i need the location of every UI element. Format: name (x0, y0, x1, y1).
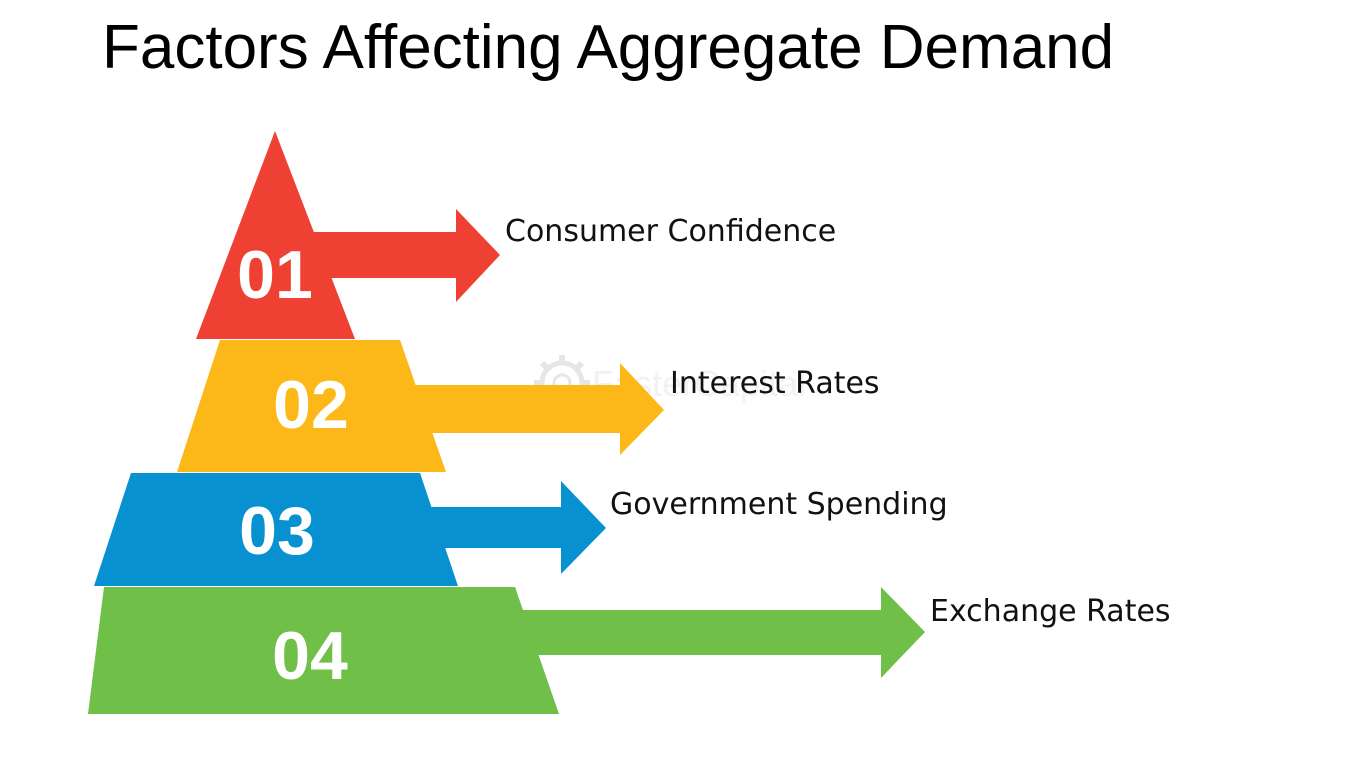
tier-04: 04 (88, 587, 925, 714)
tier-03: 03 (94, 473, 606, 586)
tier-04-number: 04 (272, 618, 348, 694)
arrow-03 (420, 481, 606, 574)
arrow-02 (405, 363, 664, 455)
tier-02: 02 (177, 340, 664, 472)
tier-04-label: Exchange Rates (930, 594, 1171, 629)
tier-02-shape (177, 340, 446, 472)
tier-04-shape (88, 587, 559, 714)
tier-01-number: 01 (237, 237, 313, 313)
arrow-01 (300, 209, 500, 302)
tier-03-label: Government Spending (610, 487, 948, 522)
tier-03-shape (94, 473, 458, 586)
diagram-title: Factors Affecting Aggregate Demand (102, 13, 1115, 82)
tier-01: 01 (196, 131, 500, 339)
tier-03-number: 03 (239, 493, 315, 569)
tier-02-label: Interest Rates (670, 366, 880, 401)
tier-02-number: 02 (273, 367, 349, 443)
tier-01-label: Consumer Confidence (505, 214, 837, 249)
tier-01-shape (196, 131, 355, 339)
arrow-04 (515, 587, 925, 678)
